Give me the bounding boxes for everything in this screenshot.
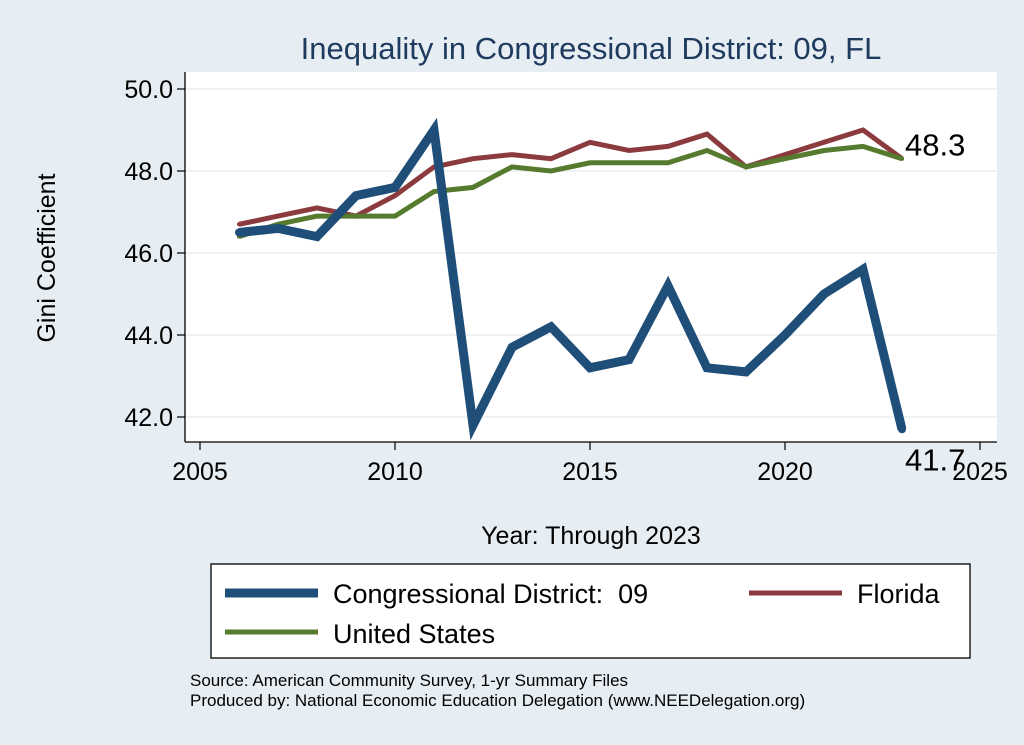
x-tick-label: 2025: [952, 458, 1008, 486]
y-tick-label: 50.0: [124, 76, 173, 104]
x-tick-label: 2015: [562, 458, 618, 486]
data-point: [900, 156, 904, 161]
data-point: [508, 343, 516, 352]
data-point: [432, 189, 436, 194]
data-point: [510, 152, 514, 157]
x-axis-title: Year: Through 2023: [481, 522, 701, 550]
legend: Congressional District: 09 Florida Unite…: [210, 563, 971, 659]
gridlines: [185, 88, 997, 418]
data-point: [861, 128, 865, 132]
data-point: [861, 144, 865, 149]
data-point: [744, 164, 748, 169]
data-point: [703, 363, 711, 372]
legend-label-florida: Florida: [857, 579, 941, 609]
series-line-united-states: [238, 143, 903, 239]
data-point: [742, 367, 750, 376]
data-point: [393, 193, 397, 198]
data-point: [352, 191, 360, 200]
data-point: [235, 228, 243, 237]
data-point: [627, 160, 631, 165]
legend-label-district: Congressional District: 09: [333, 579, 648, 609]
x-tick-label: 2020: [757, 458, 813, 486]
y-tick-label: 42.0: [124, 404, 173, 432]
data-point: [315, 214, 319, 219]
data-point: [820, 290, 828, 298]
legend-label-us: United States: [333, 619, 495, 649]
data-point: [705, 132, 709, 137]
data-point: [666, 144, 670, 149]
data-point: [276, 214, 280, 219]
data-point: [313, 232, 321, 241]
series-line-congressional-district-09: [238, 117, 907, 441]
data-point: [315, 205, 319, 210]
legend-box: [210, 563, 971, 659]
data-point: [625, 355, 633, 364]
axes: 42.0 44.0 46.0 48.0 50.0 2005 2010 2015 2020 2025: [124, 72, 1008, 486]
end-value-label: 48.3: [905, 128, 965, 163]
data-point: [547, 322, 555, 331]
data-point: [822, 140, 826, 145]
data-point: [666, 160, 670, 165]
source-line: Source: American Community Survey, 1-yr …: [190, 671, 629, 690]
data-point: [471, 156, 475, 161]
series-lines: [235, 117, 907, 441]
chart-title: Inequality in Congressional District: 09…: [301, 31, 882, 66]
y-axis-title: Gini Coefficient: [33, 173, 61, 342]
data-point: [588, 140, 592, 145]
y-tick-label: 48.0: [124, 158, 173, 186]
data-point: [588, 160, 592, 165]
data-point: [274, 224, 282, 233]
source-note: Source: American Community Survey, 1-yr …: [190, 671, 805, 711]
data-point: [898, 425, 906, 434]
plot-background: [185, 72, 997, 442]
data-point: [586, 363, 594, 372]
data-point: [705, 148, 709, 153]
data-point: [430, 126, 438, 134]
data-point: [664, 281, 672, 290]
end-value-label: 41.7: [905, 442, 965, 477]
x-tick-label: 2010: [367, 458, 423, 486]
data-point: [354, 214, 358, 219]
x-tick-label: 2005: [172, 458, 228, 486]
data-point: [783, 152, 787, 157]
data-point: [627, 148, 631, 153]
data-point: [549, 169, 553, 173]
data-point: [781, 331, 789, 339]
data-point: [783, 156, 787, 161]
data-point: [469, 421, 477, 430]
data-point: [237, 222, 241, 227]
data-point: [822, 148, 826, 153]
data-point: [393, 214, 397, 219]
data-point: [471, 185, 475, 190]
data-point: [549, 156, 553, 161]
end-labels: 41.7 48.3: [905, 128, 965, 478]
y-tick-label: 44.0: [124, 322, 173, 350]
y-tick-label: 46.0: [124, 240, 173, 268]
produced-by-line: Produced by: National Economic Education…: [190, 691, 806, 710]
data-point: [510, 164, 514, 169]
data-point: [391, 183, 399, 192]
data-point: [859, 265, 867, 274]
